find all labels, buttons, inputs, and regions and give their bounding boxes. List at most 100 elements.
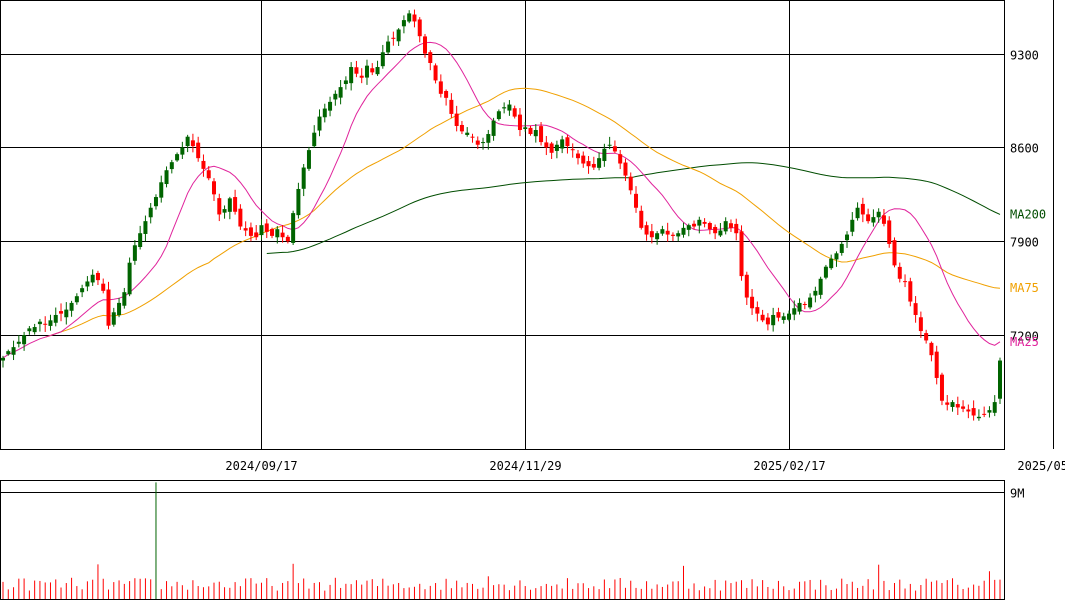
candle-body (908, 281, 913, 302)
candle-body (544, 142, 549, 148)
price-tick-label: 7900 (1010, 236, 1039, 250)
candle-body (270, 229, 275, 236)
candle-body (169, 162, 174, 170)
candle-body (43, 323, 48, 325)
candle-body (612, 146, 617, 152)
candle-body (386, 41, 391, 53)
candle-body (69, 302, 74, 311)
volume-tick-label: 9M (1010, 487, 1024, 501)
candle-body (634, 193, 639, 208)
candle-body (407, 13, 412, 22)
candle-body (781, 316, 786, 320)
candle-body (913, 303, 918, 315)
candle-body (301, 167, 306, 189)
candle-body (417, 19, 422, 37)
candle-body (396, 29, 401, 42)
candle-body (998, 360, 1002, 399)
candle-body (945, 402, 950, 405)
candle-body (11, 347, 16, 355)
candle-body (987, 410, 992, 413)
candle-body (502, 107, 507, 109)
volume-panel (0, 480, 1005, 600)
candle-body (660, 229, 665, 234)
candle-body (465, 132, 470, 135)
candle-body (976, 416, 981, 419)
candle-body (549, 143, 554, 153)
candle-body (713, 226, 718, 234)
candle-body (349, 67, 354, 84)
candle-body (306, 150, 311, 169)
candle-body (528, 127, 533, 135)
candle-body (866, 214, 871, 222)
candle-body (180, 147, 185, 155)
candle-body (217, 198, 222, 215)
candle-body (428, 52, 433, 63)
candle-body (201, 160, 206, 169)
candle-body (876, 211, 881, 218)
candle-body (454, 113, 459, 126)
candle-body (581, 155, 586, 164)
candle-body (655, 233, 660, 240)
candle-body (665, 230, 670, 235)
candle-body (111, 312, 116, 325)
candle-body (734, 223, 739, 234)
candle-body (481, 142, 486, 144)
ma-line-ma25 (2, 41, 1001, 359)
candle-body (765, 317, 770, 325)
candle-body (6, 351, 11, 355)
candle-body (702, 221, 707, 224)
candle-body (850, 219, 855, 232)
price-tick-label: 8600 (1010, 142, 1039, 156)
candle-body (802, 303, 807, 305)
candle-body (792, 308, 797, 315)
candle-body (196, 142, 201, 159)
candle-body (117, 302, 122, 316)
candle-body (992, 402, 997, 413)
candle-body (74, 296, 79, 303)
candle-body (248, 227, 253, 236)
candle-body (16, 341, 21, 344)
candle-body (950, 402, 955, 407)
candle-body (982, 413, 987, 415)
candle-body (22, 335, 27, 345)
axis-labels: 9300 8600 7900 7200 2024/09/17 2024/11/29 2025… (225, 49, 1065, 501)
candle-body (106, 289, 111, 326)
candle-body (718, 230, 723, 236)
candle-body (496, 111, 501, 120)
candle-body (423, 36, 428, 54)
ma-label-ma75: MA75 (1010, 281, 1039, 295)
candle-body (929, 342, 934, 356)
candle-body (475, 140, 480, 145)
candle-body (533, 130, 538, 137)
candle-body (649, 231, 654, 238)
candle-body (212, 181, 217, 195)
candle-body (686, 225, 691, 230)
candle-body (264, 223, 269, 232)
candle-body (159, 182, 164, 198)
candle-body (280, 232, 285, 238)
candle-body (739, 231, 744, 277)
candle-body (955, 404, 960, 408)
candle-body (254, 232, 259, 238)
candle-body (328, 101, 333, 111)
candle-body (259, 225, 264, 236)
candle-body (539, 126, 544, 143)
candle-body (881, 215, 886, 224)
candle-body (760, 314, 765, 321)
candle-body (707, 222, 712, 230)
candle-body (27, 328, 32, 332)
candle-body (338, 87, 343, 98)
candle-body (723, 221, 728, 232)
volume-bars (2, 482, 1001, 599)
candle-body (95, 272, 100, 281)
price-tick-label: 9300 (1010, 49, 1039, 63)
candle-body (85, 281, 90, 287)
candle-body (32, 327, 37, 333)
candle-body (839, 243, 844, 253)
candle-body (449, 99, 454, 114)
candle-body (607, 144, 612, 146)
candle-body (818, 278, 823, 295)
candle-body (312, 132, 317, 147)
price-panel (0, 0, 1005, 450)
candle-body (175, 154, 180, 161)
